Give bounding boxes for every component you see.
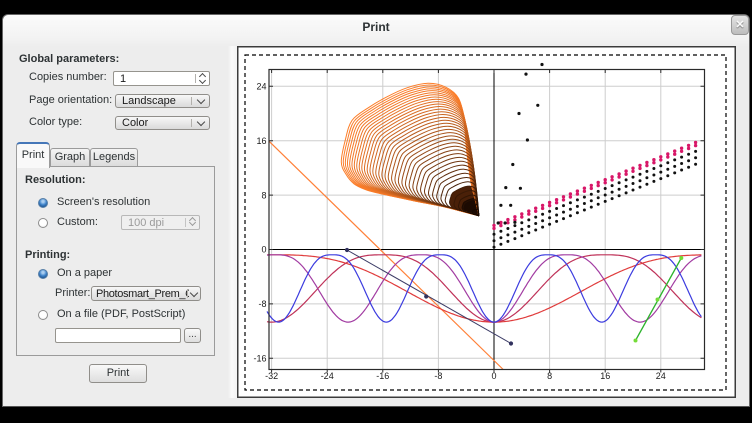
svg-text:0: 0 bbox=[261, 245, 266, 255]
svg-text:8: 8 bbox=[261, 190, 266, 200]
svg-text:-8: -8 bbox=[434, 371, 442, 381]
svg-text:-16: -16 bbox=[376, 371, 389, 381]
svg-text:16: 16 bbox=[256, 136, 266, 146]
svg-text:-24: -24 bbox=[321, 371, 334, 381]
svg-text:24: 24 bbox=[656, 371, 666, 381]
svg-text:-8: -8 bbox=[258, 299, 266, 309]
svg-text:-32: -32 bbox=[265, 371, 278, 381]
svg-text:-16: -16 bbox=[253, 354, 266, 364]
svg-text:24: 24 bbox=[256, 82, 266, 92]
svg-text:0: 0 bbox=[491, 371, 496, 381]
svg-text:8: 8 bbox=[547, 371, 552, 381]
svg-text:16: 16 bbox=[600, 371, 610, 381]
